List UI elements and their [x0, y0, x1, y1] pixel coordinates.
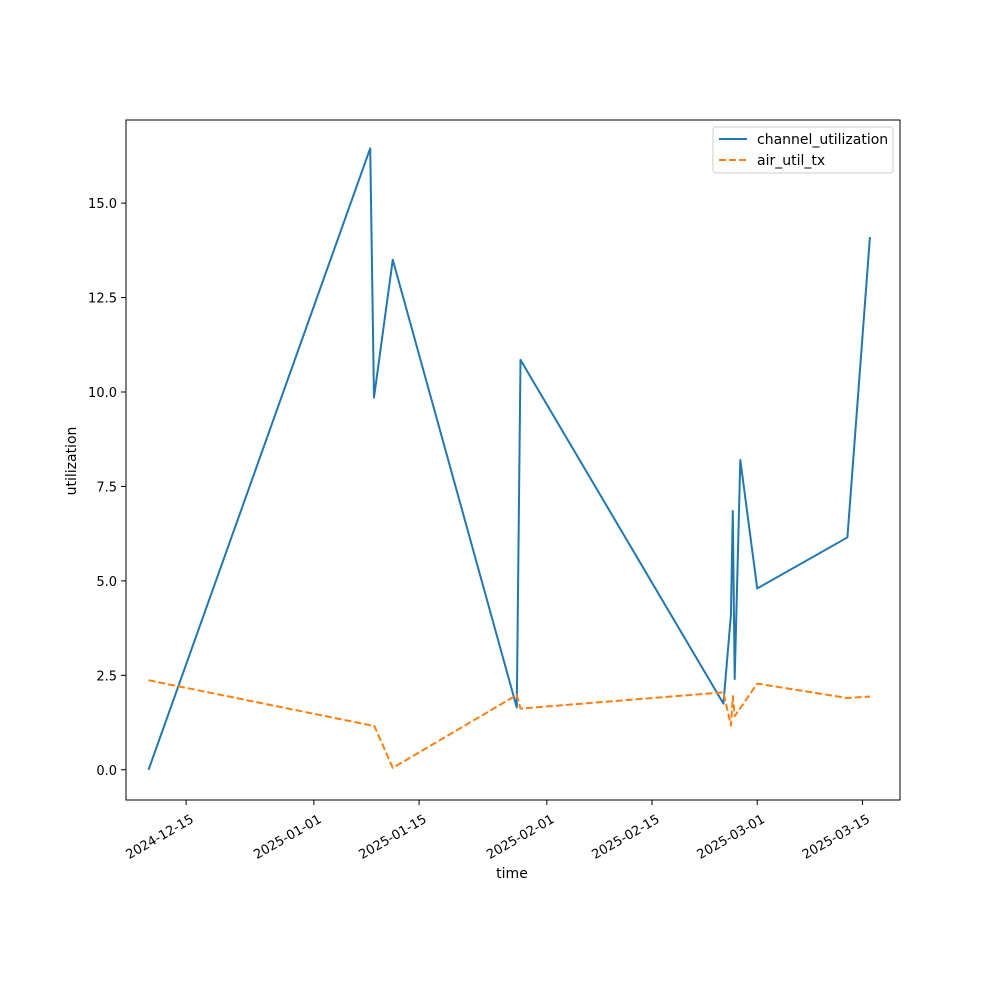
legend-label-channel_utilization: channel_utilization — [757, 132, 888, 148]
legend-box — [712, 126, 894, 174]
series-layer — [147, 147, 871, 771]
legend-label-air_util_tx: air_util_tx — [757, 153, 825, 169]
legend: channel_utilization air_util_tx — [712, 126, 894, 174]
plot-frame — [125, 119, 901, 801]
y-tick-label: 0.0 — [96, 764, 117, 779]
y-tick-label: 15.0 — [88, 197, 117, 212]
y-axis-label: utilization — [64, 427, 80, 496]
x-axis-label: time — [496, 866, 528, 882]
y-tick-label: 2.5 — [96, 669, 117, 684]
series-line-channel_utilization — [147, 147, 871, 771]
series-line-air_util_tx — [148, 679, 871, 769]
y-tick-label: 10.0 — [88, 386, 117, 401]
y-tick-label: 12.5 — [88, 292, 117, 307]
y-tick-label: 5.0 — [96, 575, 117, 590]
y-tick-label: 7.5 — [96, 480, 117, 495]
